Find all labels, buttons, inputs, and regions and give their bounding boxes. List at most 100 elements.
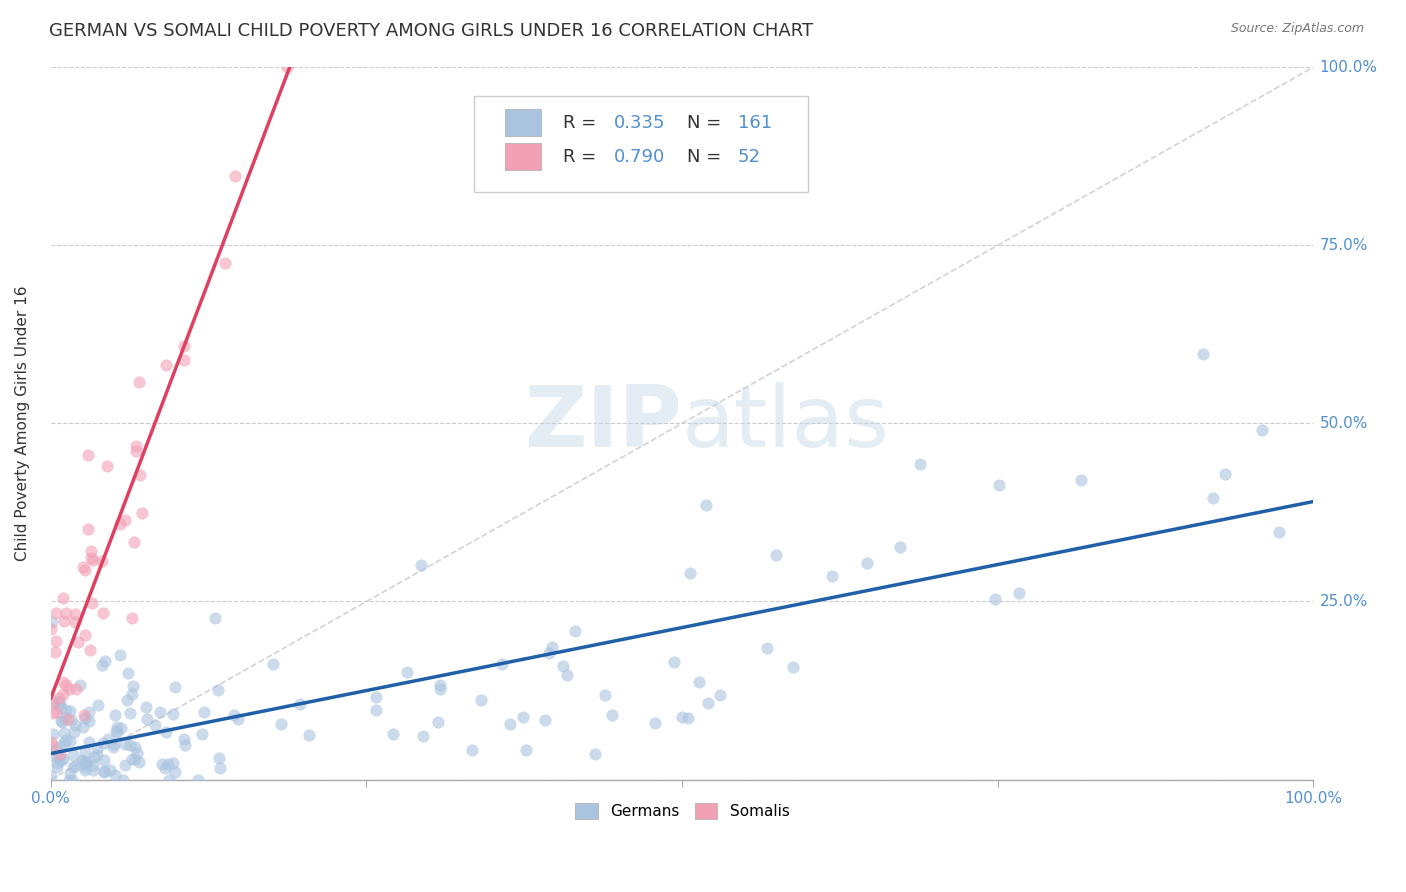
Point xyxy=(44,645,66,659)
Text: 100.0%: 100.0% xyxy=(1320,60,1378,75)
Legend: Germans, Somalis: Germans, Somalis xyxy=(568,797,796,825)
Point xyxy=(276,60,298,74)
Point xyxy=(143,718,166,732)
Point xyxy=(114,513,136,527)
Point xyxy=(148,705,170,719)
Point xyxy=(110,648,132,662)
Point xyxy=(66,634,89,648)
Point xyxy=(124,739,146,754)
Point xyxy=(426,714,449,729)
Point xyxy=(593,688,616,702)
Point xyxy=(662,656,685,670)
Point xyxy=(135,700,157,714)
Text: atlas: atlas xyxy=(682,382,890,465)
Point xyxy=(52,675,75,690)
Point xyxy=(63,759,86,773)
Point xyxy=(173,353,195,368)
Point xyxy=(1192,346,1215,360)
Point xyxy=(412,729,434,743)
Point xyxy=(695,498,717,512)
Point xyxy=(80,551,103,566)
Text: N =: N = xyxy=(688,148,727,166)
Point xyxy=(59,734,82,748)
Point xyxy=(42,696,65,710)
FancyBboxPatch shape xyxy=(505,144,541,170)
Point xyxy=(821,569,844,583)
Point xyxy=(124,752,146,766)
Text: 52: 52 xyxy=(738,148,761,166)
Point xyxy=(555,667,578,681)
Point xyxy=(65,682,87,697)
Point xyxy=(45,742,67,756)
Point xyxy=(157,756,180,771)
Point xyxy=(538,646,561,660)
Point xyxy=(65,718,87,732)
Point xyxy=(49,695,72,709)
Point xyxy=(988,478,1011,492)
Point xyxy=(676,711,699,725)
Point xyxy=(72,754,94,768)
Point xyxy=(45,760,67,774)
Point xyxy=(541,640,564,654)
Point xyxy=(103,739,125,754)
Point xyxy=(93,765,115,780)
Point xyxy=(75,756,97,771)
Point xyxy=(103,737,125,751)
Text: 25.0%: 25.0% xyxy=(1320,594,1368,609)
Point xyxy=(49,739,72,753)
Point xyxy=(564,624,586,638)
Point xyxy=(208,761,231,775)
Point xyxy=(1268,525,1291,540)
Point xyxy=(87,698,110,713)
Point xyxy=(173,732,195,747)
Point xyxy=(120,706,142,720)
Point xyxy=(42,693,65,707)
Point xyxy=(63,615,86,629)
Point xyxy=(118,738,141,752)
Point xyxy=(110,722,132,736)
Text: R =: R = xyxy=(564,113,603,132)
Point xyxy=(96,459,118,474)
Point xyxy=(222,707,245,722)
Point xyxy=(52,735,75,749)
Point xyxy=(551,659,574,673)
Point xyxy=(70,753,93,767)
Point xyxy=(41,747,63,762)
Point xyxy=(173,339,195,353)
Point xyxy=(91,736,114,750)
Point xyxy=(58,682,80,697)
Point xyxy=(121,679,143,693)
Point xyxy=(59,713,82,727)
Point xyxy=(162,756,184,770)
Point xyxy=(499,717,522,731)
Point xyxy=(105,725,128,739)
Point xyxy=(512,710,534,724)
Point xyxy=(173,738,195,752)
Point xyxy=(80,544,103,558)
Point xyxy=(208,750,231,764)
Point xyxy=(41,615,63,629)
Point xyxy=(77,449,100,463)
Point xyxy=(461,743,484,757)
Point xyxy=(756,640,779,655)
Point xyxy=(157,772,180,787)
Point xyxy=(165,680,187,694)
Point xyxy=(79,643,101,657)
Point xyxy=(115,693,138,707)
Point xyxy=(72,559,94,574)
Point xyxy=(270,717,292,731)
Point xyxy=(709,689,731,703)
Point xyxy=(104,708,127,723)
Point xyxy=(1213,467,1236,481)
Point xyxy=(602,708,624,723)
Text: 0.335: 0.335 xyxy=(614,113,665,132)
Text: 75.0%: 75.0% xyxy=(1320,238,1368,252)
Point xyxy=(204,611,226,625)
Text: 161: 161 xyxy=(738,113,772,132)
Point xyxy=(59,765,82,780)
Point xyxy=(165,764,187,779)
Point xyxy=(86,748,108,763)
Point xyxy=(1008,586,1031,600)
Point xyxy=(48,698,70,712)
Point xyxy=(49,747,72,762)
